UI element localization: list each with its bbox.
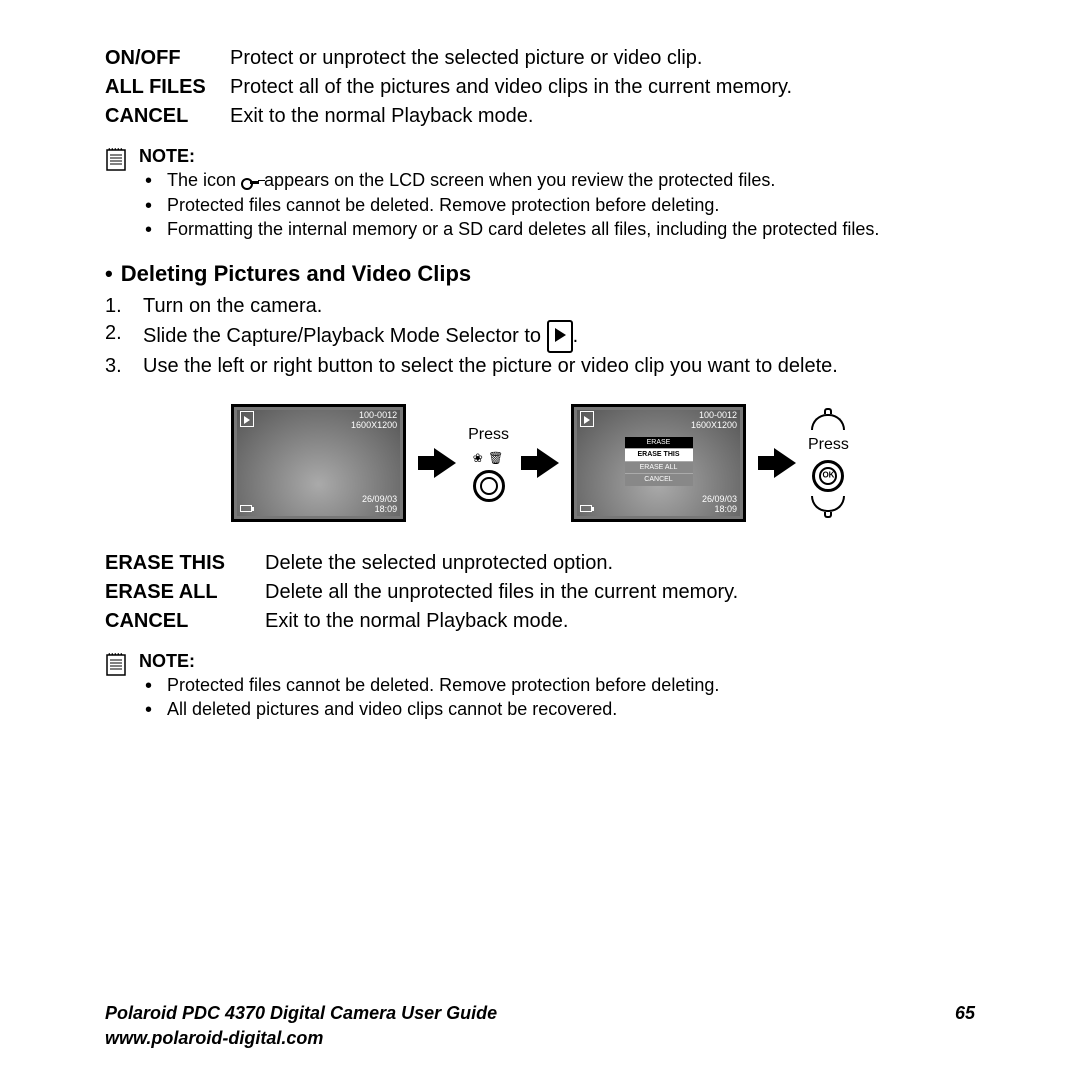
press-button-2: Press [808, 414, 849, 512]
def-row: ALL FILES Protect all of the pictures an… [105, 74, 975, 101]
notepad-icon [105, 144, 139, 241]
note-item: The icon appears on the LCD screen when … [167, 168, 975, 192]
footer-url: www.polaroid-digital.com [105, 1026, 497, 1050]
erase-diagram: 100-00121600X1200 26/09/0318:09 Press ❀ … [105, 404, 975, 522]
note-label: NOTE: [139, 144, 975, 168]
steps-list: Turn on the camera. Slide the Capture/Pl… [105, 293, 975, 380]
step-item: Use the left or right button to select t… [105, 353, 975, 380]
def-term: ALL FILES [105, 74, 230, 101]
def-row: ON/OFF Protect or unprotect the selected… [105, 45, 975, 72]
arrow-icon [521, 448, 559, 478]
playback-indicator-icon [580, 411, 594, 427]
playback-icon [547, 320, 573, 353]
playback-indicator-icon [240, 411, 254, 427]
lcd-screen-2: 100-00121600X1200 26/09/0318:09 ERASE ER… [571, 404, 746, 522]
def-desc: Exit to the normal Playback mode. [265, 608, 975, 635]
def-desc: Exit to the normal Playback mode. [230, 103, 975, 130]
def-desc: Protect or unprotect the selected pictur… [230, 45, 975, 72]
note-body: NOTE: Protected files cannot be deleted.… [139, 649, 975, 722]
page-number: 65 [955, 1001, 975, 1050]
def-term: ON/OFF [105, 45, 230, 72]
step-item: Turn on the camera. [105, 293, 975, 320]
bullet-icon: • [105, 261, 113, 286]
def-term: CANCEL [105, 103, 230, 130]
footer-title: Polaroid PDC 4370 Digital Camera User Gu… [105, 1001, 497, 1025]
def-row: CANCEL Exit to the normal Playback mode. [105, 608, 975, 635]
def-term: CANCEL [105, 608, 265, 635]
press-label: Press [808, 434, 849, 456]
note-item: All deleted pictures and video clips can… [167, 697, 975, 721]
note-item: Formatting the internal memory or a SD c… [167, 217, 975, 241]
round-button-icon [473, 470, 505, 502]
def-desc: Delete the selected unprotected option. [265, 550, 975, 577]
def-term: ERASE THIS [105, 550, 265, 577]
arrow-icon [418, 448, 456, 478]
erase-menu: ERASE ERASE THIS ERASE ALL CANCEL [625, 437, 693, 486]
press-label: Press [468, 424, 509, 446]
lcd-info: 100-00121600X1200 [351, 411, 397, 431]
lcd-datetime: 26/09/0318:09 [702, 495, 737, 515]
ok-button-icon [812, 460, 844, 492]
battery-icon [240, 503, 252, 515]
battery-icon [580, 503, 592, 515]
option-definitions-protect: ON/OFF Protect or unprotect the selected… [105, 45, 975, 130]
notepad-icon [105, 649, 139, 722]
def-row: ERASE ALL Delete all the unprotected fil… [105, 579, 975, 606]
note-block-2: NOTE: Protected files cannot be deleted.… [105, 649, 975, 722]
def-term: ERASE ALL [105, 579, 265, 606]
def-row: ERASE THIS Delete the selected unprotect… [105, 550, 975, 577]
lcd-screen-1: 100-00121600X1200 26/09/0318:09 [231, 404, 406, 522]
section-heading: •Deleting Pictures and Video Clips [105, 259, 975, 289]
lcd-info: 100-00121600X1200 [691, 411, 737, 431]
note-block-1: NOTE: The icon appears on the LCD screen… [105, 144, 975, 241]
step-item: Slide the Capture/Playback Mode Selector… [105, 320, 975, 353]
arrow-icon [758, 448, 796, 478]
def-desc: Protect all of the pictures and video cl… [230, 74, 975, 101]
footer-left: Polaroid PDC 4370 Digital Camera User Gu… [105, 1001, 497, 1050]
flower-trash-icon: ❀ 🗑 [473, 450, 505, 466]
lcd-datetime: 26/09/0318:09 [362, 495, 397, 515]
key-icon [241, 177, 259, 187]
def-row: CANCEL Exit to the normal Playback mode. [105, 103, 975, 130]
note-item: Protected files cannot be deleted. Remov… [167, 193, 975, 217]
note-body: NOTE: The icon appears on the LCD screen… [139, 144, 975, 241]
note-item: Protected files cannot be deleted. Remov… [167, 673, 975, 697]
page-footer: Polaroid PDC 4370 Digital Camera User Gu… [105, 1001, 975, 1050]
def-desc: Delete all the unprotected files in the … [265, 579, 975, 606]
option-definitions-erase: ERASE THIS Delete the selected unprotect… [105, 550, 975, 635]
press-button-1: Press ❀ 🗑 [468, 424, 509, 502]
rocker-down-icon [811, 496, 845, 512]
note-label: NOTE: [139, 649, 975, 673]
rocker-up-icon [811, 414, 845, 430]
